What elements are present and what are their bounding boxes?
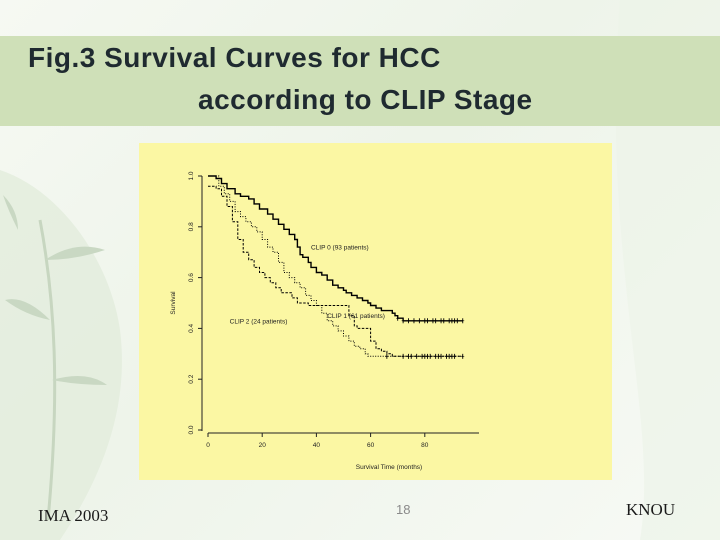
censor-layer: [385, 315, 465, 359]
bamboo-leaf: [3, 195, 18, 230]
x-axis-label: Survival Time (months): [356, 464, 422, 471]
footer-conference: IMA 2003: [38, 506, 109, 525]
series-annotation: CLIP 0 (93 patients): [311, 245, 369, 252]
series-line: [208, 175, 463, 322]
series-annotation: CLIP 1 (61 patients): [327, 313, 385, 320]
chart-axes: [201, 176, 479, 434]
y-tick-label: 0.8: [188, 222, 195, 231]
chart-panel: 0 20 40 60 80 0.0 0.2 0.4 0.6 0.8 1.0 Survival Ti…: [139, 143, 612, 480]
vase-shape: [0, 170, 122, 540]
series-layer: [208, 175, 463, 357]
y-tick-label: 0.4: [188, 324, 195, 333]
y-tick-label: 0.0: [188, 425, 195, 434]
annotation-layer: CLIP 0 (93 patients) CLIP 1 (61 patients)…: [230, 245, 385, 326]
x-tick-label: 0: [206, 442, 210, 449]
survival-chart: 0 20 40 60 80 0.0 0.2 0.4 0.6 0.8 1.0 Survival Ti…: [170, 171, 479, 471]
y-tick-label: 0.2: [188, 374, 195, 383]
slide-title-line1: Fig.3 Survival Curves for HCC: [28, 42, 441, 73]
y-ticks: 0.0 0.2 0.4 0.6 0.8 1.0: [188, 171, 202, 435]
slide-title-line2: according to CLIP Stage: [198, 84, 533, 115]
y-tick-label: 1.0: [188, 171, 195, 180]
y-axis-label: Survival: [170, 291, 177, 315]
x-tick-label: 40: [313, 442, 321, 449]
footer-organization: KNOU: [626, 500, 676, 519]
title-band: [0, 36, 720, 126]
x-tick-label: 60: [367, 442, 375, 449]
bamboo-leaf: [52, 376, 107, 385]
bamboo-leaf: [5, 299, 50, 320]
bamboo-stem: [38, 219, 57, 521]
x-tick-label: 20: [259, 442, 267, 449]
page-number: 18: [396, 502, 411, 517]
y-tick-label: 0.6: [188, 273, 195, 282]
series-line: [208, 185, 463, 357]
series-annotation: CLIP 2 (24 patients): [230, 318, 288, 325]
x-tick-label: 80: [421, 442, 429, 449]
x-ticks: 0 20 40 60 80: [206, 433, 429, 449]
series-line: [208, 175, 463, 357]
right-shade: [615, 0, 720, 540]
bamboo-leaf: [45, 246, 105, 260]
